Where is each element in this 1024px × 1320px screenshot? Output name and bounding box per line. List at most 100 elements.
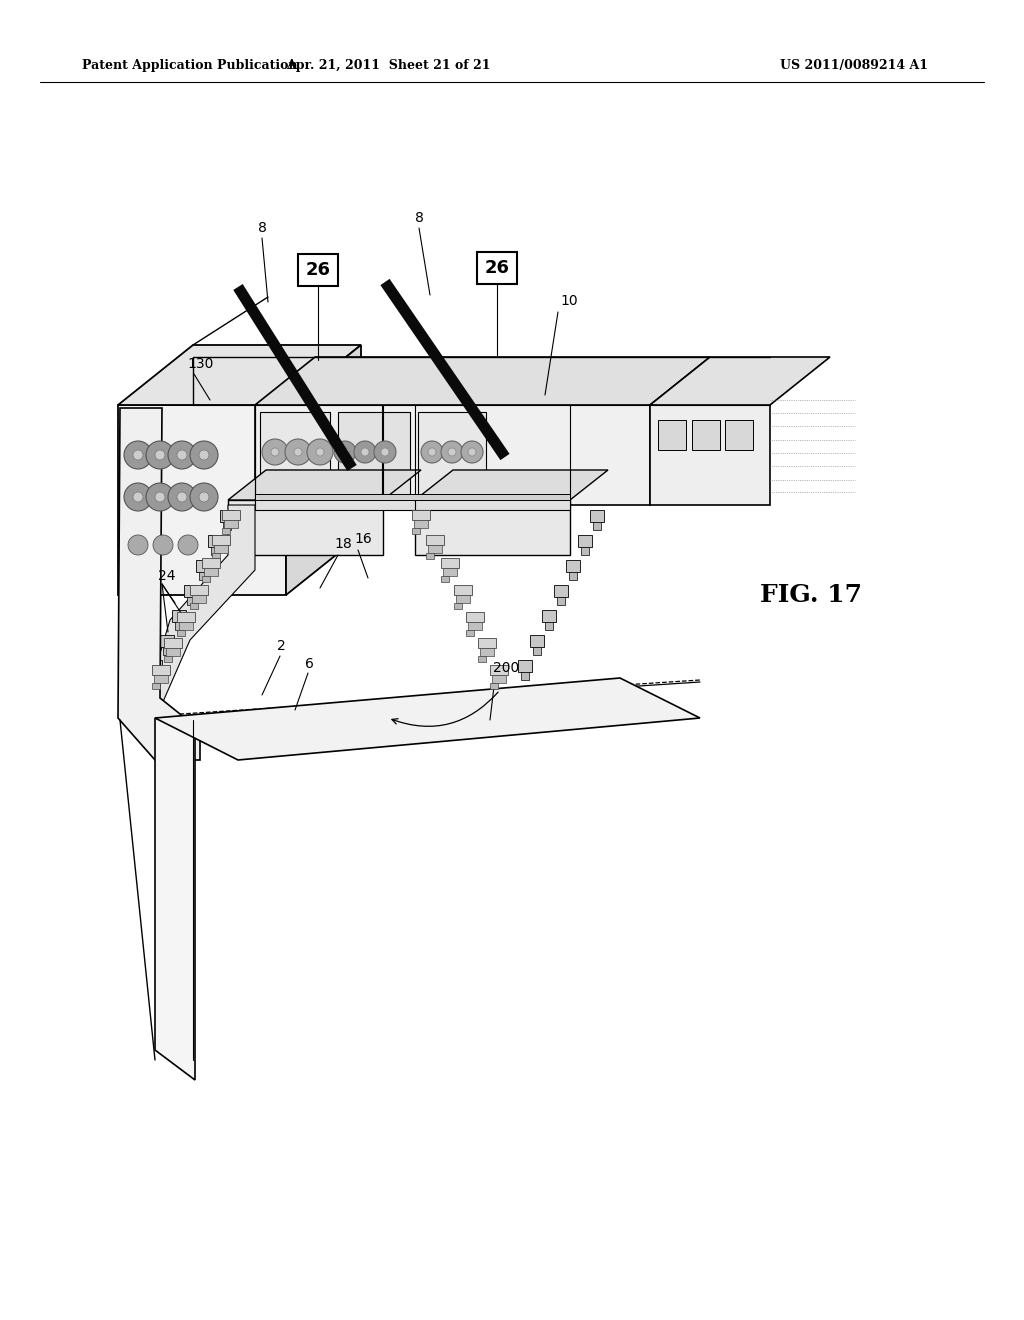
Circle shape xyxy=(153,535,173,554)
Bar xyxy=(468,622,482,630)
Circle shape xyxy=(468,447,476,455)
Bar xyxy=(490,665,508,675)
Bar xyxy=(650,405,770,506)
Bar xyxy=(542,610,556,622)
Bar xyxy=(193,595,206,603)
Bar xyxy=(199,572,207,579)
Circle shape xyxy=(124,483,152,511)
Bar xyxy=(545,622,553,630)
Circle shape xyxy=(354,441,376,463)
Circle shape xyxy=(374,441,396,463)
Circle shape xyxy=(271,447,279,455)
Polygon shape xyxy=(155,718,195,1080)
Circle shape xyxy=(155,492,165,502)
Bar xyxy=(338,412,410,498)
Circle shape xyxy=(421,441,443,463)
Bar xyxy=(581,546,589,554)
Bar xyxy=(212,553,220,558)
Bar xyxy=(222,510,240,520)
Bar xyxy=(490,682,498,689)
Circle shape xyxy=(190,441,218,469)
Bar xyxy=(204,568,218,576)
Circle shape xyxy=(155,450,165,459)
Bar xyxy=(534,647,541,655)
Bar xyxy=(412,510,430,520)
Bar xyxy=(725,420,753,450)
Bar xyxy=(224,520,238,528)
Circle shape xyxy=(168,483,196,511)
Bar xyxy=(426,535,444,545)
Bar xyxy=(211,546,219,554)
Bar xyxy=(454,585,472,595)
Bar xyxy=(255,494,570,500)
Circle shape xyxy=(133,450,143,459)
Bar xyxy=(418,412,486,498)
Bar xyxy=(196,560,210,572)
Text: Patent Application Publication: Patent Application Publication xyxy=(82,58,298,71)
Bar xyxy=(166,648,180,656)
Text: 18: 18 xyxy=(334,537,352,550)
Text: 24: 24 xyxy=(158,569,175,583)
Bar xyxy=(148,660,162,672)
Circle shape xyxy=(124,441,152,469)
Bar xyxy=(554,585,568,597)
Bar xyxy=(480,648,494,656)
Text: 8: 8 xyxy=(258,220,267,235)
Bar xyxy=(521,672,529,680)
Bar xyxy=(255,498,420,510)
Bar xyxy=(152,682,160,689)
Polygon shape xyxy=(255,356,710,405)
Bar xyxy=(466,630,474,636)
Polygon shape xyxy=(650,356,830,405)
Bar xyxy=(530,635,544,647)
Bar xyxy=(154,675,168,682)
Bar xyxy=(412,528,420,535)
Bar xyxy=(260,412,330,498)
Bar xyxy=(164,656,172,663)
Text: 26: 26 xyxy=(305,261,331,279)
Circle shape xyxy=(461,441,483,463)
Text: 10: 10 xyxy=(560,294,578,308)
Bar xyxy=(415,498,570,510)
Bar xyxy=(184,585,198,597)
Polygon shape xyxy=(118,345,361,405)
Circle shape xyxy=(334,441,356,463)
Bar xyxy=(255,405,650,506)
Circle shape xyxy=(168,441,196,469)
Bar xyxy=(160,635,174,647)
Circle shape xyxy=(341,447,349,455)
Circle shape xyxy=(128,535,148,554)
Circle shape xyxy=(428,447,436,455)
Circle shape xyxy=(316,447,324,455)
Text: FIG. 17: FIG. 17 xyxy=(760,583,862,607)
Bar xyxy=(163,647,171,655)
Bar xyxy=(118,405,286,595)
Bar xyxy=(569,572,577,579)
Bar xyxy=(428,545,442,553)
Bar xyxy=(214,545,228,553)
Bar xyxy=(164,638,182,648)
Text: 16: 16 xyxy=(354,532,372,546)
Circle shape xyxy=(381,447,389,455)
Bar xyxy=(202,576,210,582)
Bar xyxy=(190,603,198,609)
Bar xyxy=(692,420,720,450)
Text: Apr. 21, 2011  Sheet 21 of 21: Apr. 21, 2011 Sheet 21 of 21 xyxy=(286,58,490,71)
Bar xyxy=(456,595,470,603)
Circle shape xyxy=(146,441,174,469)
Bar xyxy=(177,612,195,622)
Circle shape xyxy=(199,450,209,459)
Bar xyxy=(443,568,457,576)
Bar xyxy=(658,420,686,450)
Bar xyxy=(212,535,230,545)
Text: 26: 26 xyxy=(484,259,510,277)
Bar xyxy=(578,535,592,546)
Bar xyxy=(593,521,601,531)
Polygon shape xyxy=(286,345,361,595)
Bar xyxy=(223,521,231,531)
Circle shape xyxy=(190,483,218,511)
Bar xyxy=(220,510,234,521)
Circle shape xyxy=(441,441,463,463)
Polygon shape xyxy=(228,470,421,500)
Text: 200: 200 xyxy=(493,661,519,675)
